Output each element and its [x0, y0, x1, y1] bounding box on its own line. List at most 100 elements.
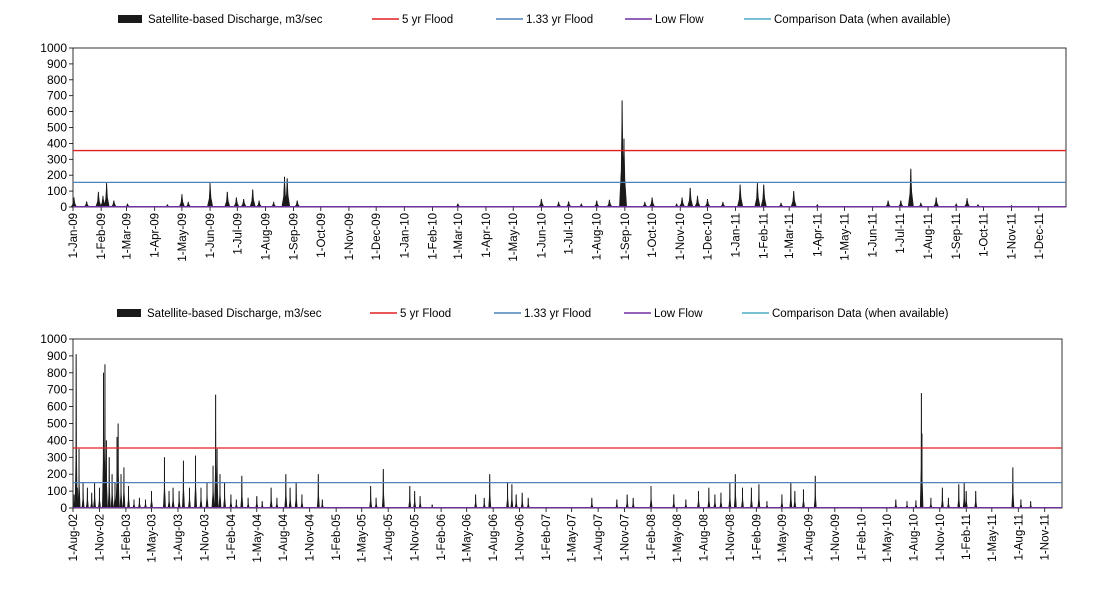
- x-tick-label: 1-Nov-08: [725, 514, 737, 561]
- legend-label: Comparison Data (when available): [772, 308, 949, 320]
- x-tick-label: 1-Sep-11: [951, 213, 963, 259]
- legend-bottom: Satellite-based Discharge, m3/sec 5 yr Fl…: [117, 308, 949, 320]
- x-tick-label: 1-Feb-06: [436, 514, 448, 561]
- y-tick-label: 400: [47, 136, 67, 150]
- x-tick-label: 1-Jan-09: [68, 213, 80, 258]
- y-tick-label: 1000: [40, 41, 67, 55]
- x-tick-label: 1-Oct-11: [978, 213, 990, 257]
- x-tick-label: 1-Nov-04: [305, 513, 317, 561]
- x-tick-label: 1-Sep-09: [289, 213, 301, 260]
- legend-label: Low Flow: [655, 14, 704, 26]
- legend-item: 1.33 yr Flood: [494, 308, 591, 320]
- y-tick-label: 500: [47, 417, 67, 431]
- legend-item: Low Flow: [625, 14, 704, 26]
- y-tick-label: 800: [47, 73, 67, 87]
- x-tick-label: 1-Jun-10: [536, 213, 548, 258]
- y-tick-label: 1000: [40, 332, 67, 346]
- x-tick-label: 1-Sep-10: [620, 213, 632, 260]
- x-tick-label: 1-Nov-03: [199, 514, 211, 561]
- legend-label: 1.33 yr Flood: [524, 308, 591, 320]
- legend-item: 1.33 yr Flood: [496, 14, 593, 26]
- x-tick-label: 1-Nov-11: [1040, 514, 1052, 560]
- x-tick-label: 1-Nov-11: [1007, 213, 1019, 259]
- legend-label: 5 yr Flood: [402, 14, 453, 26]
- x-tick-label: 1-May-11: [840, 213, 852, 261]
- x-tick-label: 1-Apr-11: [812, 213, 824, 257]
- x-tick-label: 1-Aug-10: [908, 514, 920, 561]
- x-tick-label: 1-May-07: [567, 514, 579, 563]
- x-tick-label: 1-Feb-09: [96, 213, 108, 260]
- x-tick-label: 1-Aug-07: [593, 514, 605, 561]
- x-tick-label: 1-Aug-09: [260, 213, 272, 260]
- y-tick-label: 900: [47, 57, 67, 71]
- x-tick-label: 1-Aug-06: [488, 514, 500, 561]
- legend-item: 5 yr Flood: [372, 14, 453, 26]
- legend-label: 1.33 yr Flood: [526, 14, 593, 26]
- x-tick-label: 1-Aug-03: [173, 514, 185, 561]
- x-tick-label: 1-Aug-02: [68, 514, 80, 561]
- x-tick-label: 1-Nov-02: [94, 514, 106, 561]
- x-tick-label: 1-Feb-08: [646, 514, 658, 561]
- x-tick-label: 1-Aug-10: [592, 213, 604, 260]
- series-discharge-area: [70, 100, 1066, 208]
- x-tick-label: 1-Feb-03: [121, 514, 133, 561]
- y-tick-label: 300: [47, 152, 67, 166]
- x-tick-label: 1-Oct-10: [647, 213, 659, 258]
- legend-swatch-discharge: [118, 15, 142, 23]
- x-tick-label: 1-Nov-09: [830, 514, 842, 561]
- x-tick-label: 1-May-10: [508, 213, 520, 262]
- x-tick-label: 1-Feb-09: [751, 514, 763, 561]
- x-tick-label: 1-Feb-10: [856, 514, 868, 561]
- x-tick-label: 1-Feb-10: [427, 213, 439, 260]
- y-tick-label: 700: [47, 383, 67, 397]
- x-tick-label: 1-Jul-09: [232, 213, 244, 255]
- x-tick-label: 1-Feb-04: [226, 513, 238, 560]
- x-tick-label: 1-May-05: [357, 514, 369, 563]
- y-tick-label: 200: [47, 467, 67, 481]
- x-tick-label: 1-Nov-06: [515, 514, 527, 561]
- legend-item: Comparison Data (when available): [744, 14, 951, 26]
- x-tick-label: 1-Mar-10: [453, 213, 465, 260]
- x-tick-label: 1-Apr-09: [150, 213, 162, 258]
- x-tick-label: 1-May-09: [177, 213, 189, 262]
- x-tick-label: 1-Nov-10: [935, 514, 947, 561]
- y-tick-label: 100: [47, 184, 67, 198]
- x-tick-label: 1-Feb-05: [331, 514, 343, 561]
- y-tick-label: 600: [47, 105, 67, 119]
- x-tick-label: 1-May-09: [777, 514, 789, 563]
- legend-item: 5 yr Flood: [370, 308, 451, 320]
- legend-item: Low Flow: [624, 308, 703, 320]
- x-tick-label: 1-Feb-11: [961, 514, 973, 560]
- plot-area: [72, 47, 1067, 208]
- y-tick-label: 300: [47, 450, 67, 464]
- x-tick-label: 1-Aug-11: [923, 213, 935, 259]
- x-tick-label: 1-Jan-11: [731, 213, 743, 258]
- y-tick-label: 0: [60, 501, 67, 515]
- x-tick-label: 1-May-10: [882, 514, 894, 563]
- legend-swatch-discharge: [117, 309, 141, 317]
- x-tick-label: 1-Nov-07: [620, 514, 632, 561]
- legend-label: 5 yr Flood: [400, 308, 451, 320]
- legend-label: Comparison Data (when available): [774, 14, 951, 26]
- x-tick-label: 1-May-04: [252, 513, 264, 562]
- legend-item: Satellite-based Discharge, m3/sec: [117, 308, 322, 320]
- x-tick-label: 1-Dec-10: [702, 213, 714, 260]
- x-tick-label: 1-Jul-11: [895, 213, 907, 254]
- legend-label: Satellite-based Discharge, m3/sec: [148, 14, 323, 26]
- x-tick-label: 1-Jul-10: [564, 213, 576, 255]
- x-tick-label: 1-Nov-05: [410, 514, 422, 561]
- chart-2002-2011: 0 100 200 300 400 500 600 700 800 900 1000 1-Aug-02…: [40, 332, 1063, 563]
- legend-label: Satellite-based Discharge, m3/sec: [147, 308, 322, 320]
- x-tick-label: 1-Jan-10: [399, 213, 411, 258]
- x-tick-label: 1-Apr-10: [481, 213, 493, 258]
- x-tick-label: 1-May-11: [987, 514, 999, 562]
- x-tick-label: 1-Jun-09: [205, 213, 217, 258]
- x-tick-label: 1-Nov-10: [675, 213, 687, 260]
- x-tick-label: 1-Nov-09: [344, 213, 356, 260]
- x-tick-label: 1-May-03: [147, 514, 159, 563]
- x-tick-label: 1-Mar-09: [122, 213, 134, 260]
- legend-item: Satellite-based Discharge, m3/sec: [118, 14, 323, 26]
- y-tick-label: 400: [47, 433, 67, 447]
